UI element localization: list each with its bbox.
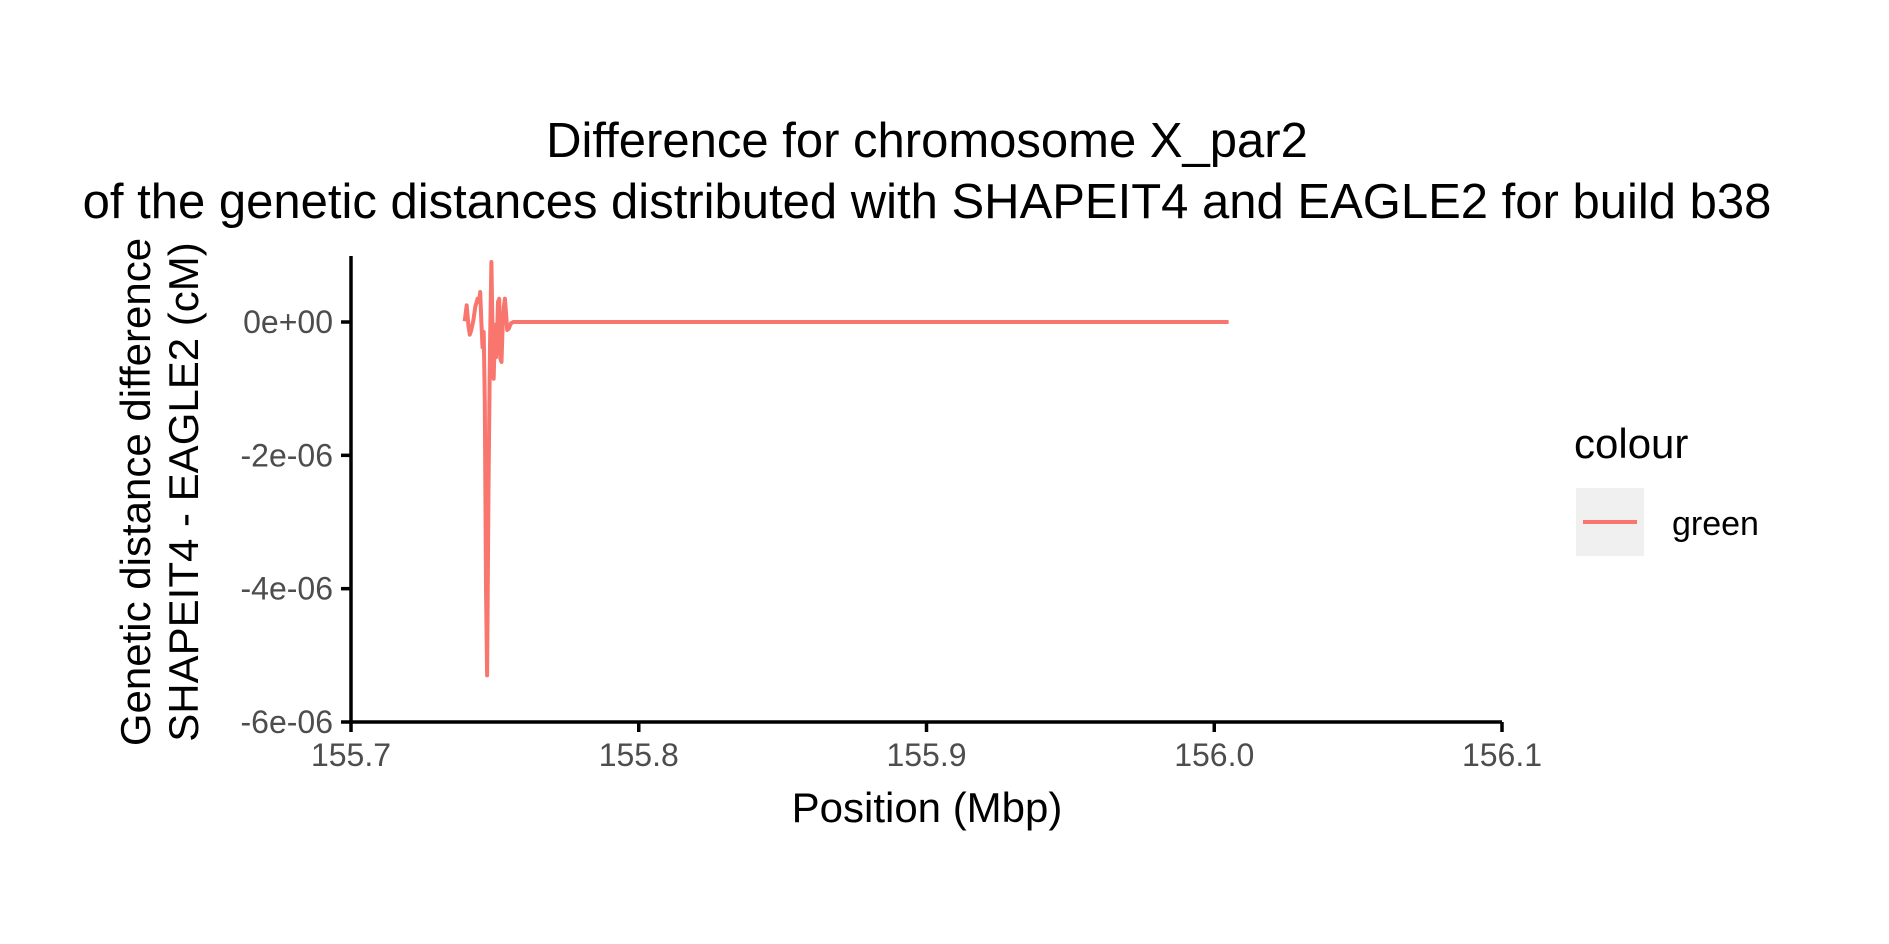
y-axis-title-line-1: Genetic distance difference <box>112 238 159 746</box>
x-axis-title: Position (Mbp) <box>792 784 1063 831</box>
x-tick-label: 156.1 <box>1462 737 1542 773</box>
chart-title-line-2: of the genetic distances distributed wit… <box>83 175 1772 229</box>
y-tick-label: 0e+00 <box>243 304 333 340</box>
plot-area <box>462 260 1229 678</box>
legend-title: colour <box>1574 420 1688 467</box>
y-tick-label: -2e-06 <box>241 437 334 473</box>
x-tick-label: 155.9 <box>886 737 966 773</box>
data-line-green <box>462 260 1229 678</box>
legend: colour green <box>1574 420 1759 556</box>
y-axis-title: Genetic distance difference SHAPEIT4 - E… <box>112 238 207 746</box>
y-axis: 0e+00 -2e-06 -4e-06 -6e-06 <box>241 256 353 740</box>
legend-label-green: green <box>1672 505 1759 543</box>
y-tick-label: -4e-06 <box>241 571 334 607</box>
x-tick-label: 155.7 <box>311 737 391 773</box>
x-tick-label: 156.0 <box>1174 737 1254 773</box>
y-tick-label: -6e-06 <box>241 704 334 740</box>
chart-title-line-1: Difference for chromosome X_par2 <box>546 114 1308 168</box>
chart-title: Difference for chromosome X_par2 of the … <box>83 114 1772 229</box>
x-tick-label: 155.8 <box>599 737 679 773</box>
x-axis: 155.7 155.8 155.9 156.0 156.1 <box>311 720 1542 773</box>
y-axis-title-line-2: SHAPEIT4 - EAGLE2 (cM) <box>160 242 207 741</box>
